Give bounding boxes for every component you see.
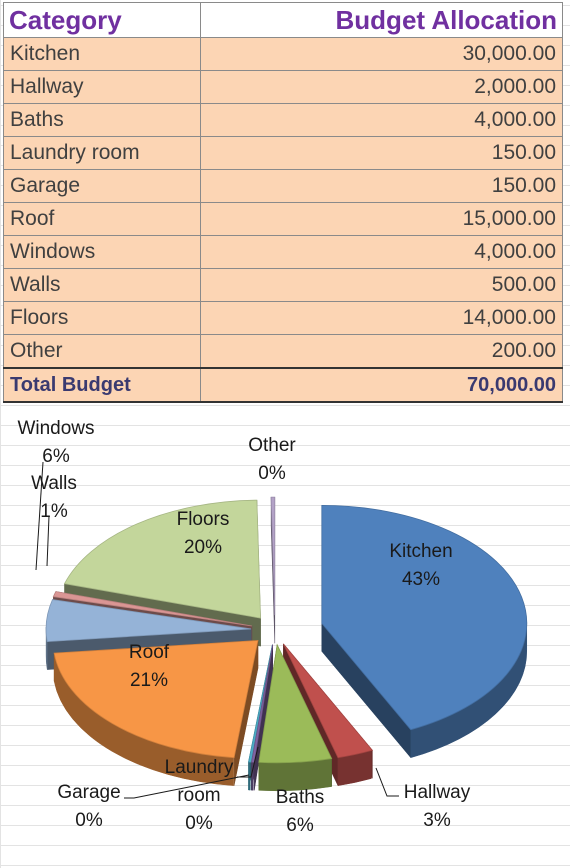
total-row: Total Budget 70,000.00 [3,367,563,403]
data-label-windows: Windows 6% [17,418,94,467]
leader-lines [35,461,399,799]
category-cell[interactable]: Floors [3,301,201,335]
leader-line-walls [46,515,50,567]
category-cell[interactable]: Windows [3,235,201,269]
pie-chart[interactable]: Kitchen 43% Hallway 3% Baths 6% Laundry room 0% G… [0,405,570,868]
table-row: Floors 14,000.00 [3,301,563,335]
amount-cell[interactable]: 150.00 [200,136,563,170]
leader-line-hallway [375,767,399,797]
budget-table: Category Budget Allocation Kitchen 30,00… [3,2,563,403]
amount-cell[interactable]: 2,000.00 [200,70,563,104]
table-row: Baths 4,000.00 [3,103,563,137]
data-label-other: Other 0% [248,435,296,484]
data-label-floors: Floors 20% [177,509,230,558]
header-category[interactable]: Category [3,2,201,38]
data-label-hallway: Hallway 3% [404,782,471,831]
category-cell[interactable]: Hallway [3,70,201,104]
amount-cell[interactable]: 200.00 [200,334,563,369]
leader-line-laundry-room [237,746,259,778]
table-row: Roof 15,000.00 [3,202,563,236]
category-cell[interactable]: Kitchen [3,37,201,71]
data-label-kitchen: Kitchen 43% [389,541,452,590]
category-cell[interactable]: Other [3,334,201,369]
pie-slice-other[interactable] [270,496,276,644]
table-row: Other 200.00 [3,334,563,369]
table-row: Kitchen 30,000.00 [3,37,563,71]
amount-cell[interactable]: 30,000.00 [200,37,563,71]
data-label-laundry-room: Laundry room 0% [165,757,234,834]
data-label-garage: Garage 0% [57,782,120,831]
header-row: Category Budget Allocation [3,2,563,38]
data-label-roof: Roof 21% [129,642,170,691]
total-amount-cell[interactable]: 70,000.00 [200,367,563,403]
category-cell[interactable]: Garage [3,169,201,203]
category-cell[interactable]: Laundry room [3,136,201,170]
data-label-baths: Baths 6% [276,787,325,836]
pie-slice-roof[interactable] [53,640,259,786]
slices-layer [45,496,528,792]
category-cell[interactable]: Walls [3,268,201,302]
amount-cell[interactable]: 150.00 [200,169,563,203]
table-row: Laundry room 150.00 [3,136,563,170]
header-budget-allocation[interactable]: Budget Allocation [200,2,563,38]
pie-slice-kitchen[interactable] [321,504,528,759]
data-labels: Kitchen 43% Hallway 3% Baths 6% Laundry room 0% G… [17,418,470,836]
data-label-walls: Walls 1% [31,473,77,522]
total-label-cell[interactable]: Total Budget [3,367,201,403]
amount-cell[interactable]: 500.00 [200,268,563,302]
amount-cell[interactable]: 4,000.00 [200,235,563,269]
amount-cell[interactable]: 15,000.00 [200,202,563,236]
table-row: Walls 500.00 [3,268,563,302]
category-cell[interactable]: Baths [3,103,201,137]
pie-chart-svg: Kitchen 43% Hallway 3% Baths 6% Laundry room 0% G… [17,418,528,836]
category-cell[interactable]: Roof [3,202,201,236]
table-row: Hallway 2,000.00 [3,70,563,104]
pie-slice-baths[interactable] [258,643,333,792]
leader-line-garage [124,774,250,799]
table-row: Garage 150.00 [3,169,563,203]
amount-cell[interactable]: 14,000.00 [200,301,563,335]
leader-line-windows [35,461,44,571]
amount-cell[interactable]: 4,000.00 [200,103,563,137]
table-row: Windows 4,000.00 [3,235,563,269]
